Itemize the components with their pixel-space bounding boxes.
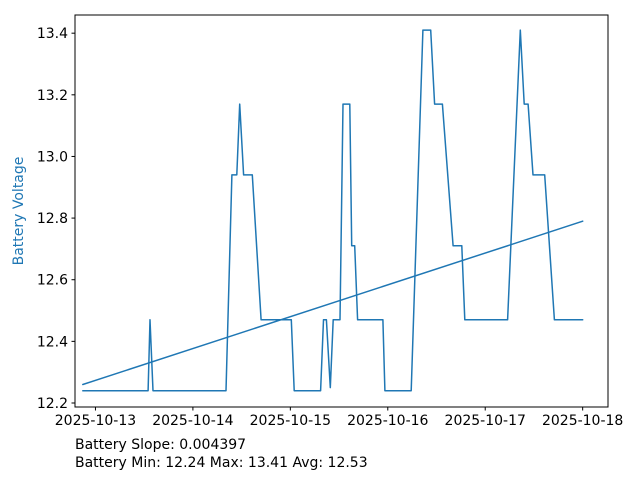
x-tick-label: 2025-10-15	[250, 413, 331, 429]
y-tick-label: 13.2	[37, 88, 68, 104]
x-tick-label: 2025-10-16	[347, 413, 428, 429]
y-tick-label: 12.2	[37, 396, 68, 412]
x-tick-label: 2025-10-14	[152, 413, 233, 429]
plot-frame	[74, 14, 609, 408]
trend-line	[82, 220, 584, 386]
stats-annotation: Battery Min: 12.24 Max: 13.41 Avg: 12.53	[75, 455, 368, 471]
y-tick-label: 12.8	[37, 211, 68, 227]
x-tick-label: 2025-10-18	[542, 413, 623, 429]
axes: 2025-10-13 2025-10-14 2025-10-15 2025-10-16…	[37, 14, 623, 429]
y-axis-label: Battery Voltage	[11, 157, 27, 266]
battery-voltage-line	[82, 29, 584, 392]
series-lines	[82, 29, 584, 392]
y-tick-label: 12.4	[37, 334, 68, 350]
y-tick-label: 13.0	[37, 149, 68, 165]
slope-annotation: Battery Slope: 0.004397	[75, 437, 246, 453]
y-tick-label: 12.6	[37, 273, 68, 289]
y-tick-label: 13.4	[37, 26, 68, 42]
x-tick-label: 2025-10-13	[55, 413, 136, 429]
x-tick-label: 2025-10-17	[445, 413, 526, 429]
